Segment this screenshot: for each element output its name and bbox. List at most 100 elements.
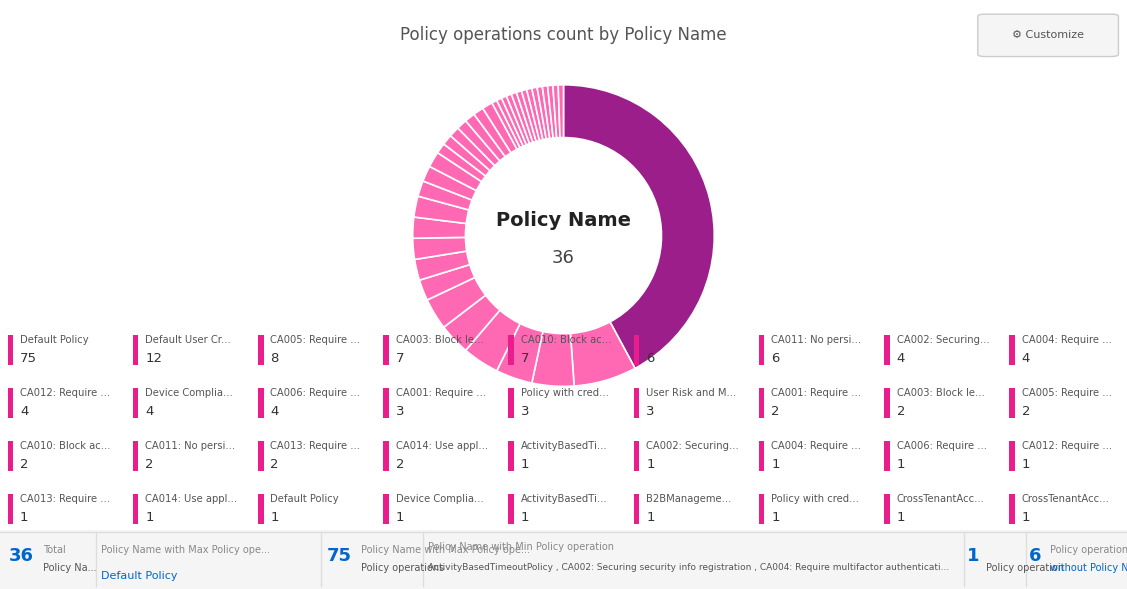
Wedge shape (465, 310, 520, 371)
Bar (383, 494, 389, 524)
Text: 1: 1 (771, 511, 780, 524)
Text: 12: 12 (145, 352, 162, 365)
Bar (758, 388, 764, 418)
Text: CA006: Require ...: CA006: Require ... (897, 441, 986, 451)
Wedge shape (502, 96, 526, 146)
Text: 4: 4 (20, 405, 28, 418)
Text: 1: 1 (646, 458, 655, 471)
Text: 4: 4 (270, 405, 278, 418)
Text: 3: 3 (646, 405, 655, 418)
Text: CA001: Require ...: CA001: Require ... (771, 388, 861, 398)
Wedge shape (526, 88, 543, 141)
Wedge shape (414, 196, 469, 223)
Wedge shape (444, 295, 500, 350)
Wedge shape (444, 136, 490, 176)
Wedge shape (429, 153, 481, 191)
Text: 7: 7 (396, 352, 405, 365)
Bar (8, 441, 14, 471)
Text: 2: 2 (771, 405, 780, 418)
Wedge shape (538, 87, 550, 139)
Text: 36: 36 (552, 249, 575, 267)
Bar (633, 441, 639, 471)
Text: 1: 1 (396, 511, 405, 524)
Text: -: - (646, 335, 650, 345)
Text: CA003: Block le...: CA003: Block le... (396, 335, 483, 345)
Text: CA002: Securing...: CA002: Securing... (646, 441, 739, 451)
Text: 1: 1 (771, 458, 780, 471)
Text: 7: 7 (521, 352, 530, 365)
Text: Total: Total (43, 545, 65, 555)
Text: Policy Name with Min Policy operation: Policy Name with Min Policy operation (428, 542, 614, 552)
Bar (133, 335, 139, 365)
Text: Policy with cred...: Policy with cred... (771, 494, 859, 504)
Text: 4: 4 (897, 352, 905, 365)
Text: CA011: No persi...: CA011: No persi... (771, 335, 861, 345)
Text: Policy operation: Policy operation (986, 563, 1064, 573)
Bar (258, 494, 264, 524)
Text: Policy Name: Policy Name (496, 211, 631, 230)
Text: 1: 1 (967, 547, 979, 565)
Bar (258, 335, 264, 365)
Bar (383, 441, 389, 471)
Text: 3: 3 (521, 405, 530, 418)
Bar (1010, 335, 1015, 365)
Text: CA004: Require ...: CA004: Require ... (771, 441, 861, 451)
Text: CA004: Require ...: CA004: Require ... (1022, 335, 1111, 345)
Wedge shape (497, 98, 523, 148)
Text: Default Policy: Default Policy (101, 571, 178, 581)
Bar (884, 441, 889, 471)
Bar (758, 441, 764, 471)
Wedge shape (474, 108, 511, 157)
FancyBboxPatch shape (978, 14, 1118, 57)
Wedge shape (418, 181, 472, 210)
Wedge shape (497, 323, 543, 383)
Wedge shape (512, 92, 533, 144)
Bar (1010, 494, 1015, 524)
Text: Policy with cred...: Policy with cred... (521, 388, 609, 398)
Text: Default User Cr...: Default User Cr... (145, 335, 231, 345)
Text: Policy Na...: Policy Na... (43, 563, 97, 573)
Text: 6: 6 (771, 352, 780, 365)
Text: CA010: Block ac...: CA010: Block ac... (20, 441, 110, 451)
Text: 2: 2 (270, 458, 279, 471)
Bar (758, 335, 764, 365)
Text: CA001: Require ...: CA001: Require ... (396, 388, 486, 398)
Text: CA012: Require ...: CA012: Require ... (20, 388, 110, 398)
Wedge shape (553, 85, 560, 138)
Bar (633, 494, 639, 524)
Text: CA011: No persi...: CA011: No persi... (145, 441, 236, 451)
Text: Policy Name with Max Policy ope...: Policy Name with Max Policy ope... (361, 545, 530, 555)
Wedge shape (419, 264, 474, 300)
Wedge shape (482, 103, 517, 153)
Text: Policy Name with Max Policy ope...: Policy Name with Max Policy ope... (101, 545, 270, 555)
Bar (1010, 441, 1015, 471)
Text: Default Policy: Default Policy (20, 335, 89, 345)
Text: CA005: Require ...: CA005: Require ... (1022, 388, 1112, 398)
Text: 6: 6 (646, 352, 655, 365)
Text: 2: 2 (897, 405, 905, 418)
Text: CA012: Require ...: CA012: Require ... (1022, 441, 1112, 451)
Text: 1: 1 (521, 511, 530, 524)
Wedge shape (564, 85, 715, 368)
Bar (884, 494, 889, 524)
Text: 3: 3 (396, 405, 405, 418)
Bar (633, 388, 639, 418)
Text: Policy operations: Policy operations (361, 563, 444, 573)
Wedge shape (423, 167, 477, 200)
Text: Default Policy: Default Policy (270, 494, 339, 504)
Text: 2: 2 (20, 458, 28, 471)
Wedge shape (548, 85, 557, 138)
Wedge shape (427, 277, 486, 327)
Text: CA014: Use appl...: CA014: Use appl... (396, 441, 488, 451)
Bar (508, 494, 514, 524)
Wedge shape (437, 144, 486, 181)
Text: 8: 8 (270, 352, 278, 365)
Text: 4: 4 (145, 405, 153, 418)
Bar (758, 494, 764, 524)
Text: Device Complia...: Device Complia... (396, 494, 483, 504)
Text: 1: 1 (646, 511, 655, 524)
Text: 1: 1 (20, 511, 28, 524)
Bar (133, 388, 139, 418)
Wedge shape (412, 217, 467, 239)
Wedge shape (532, 87, 547, 140)
